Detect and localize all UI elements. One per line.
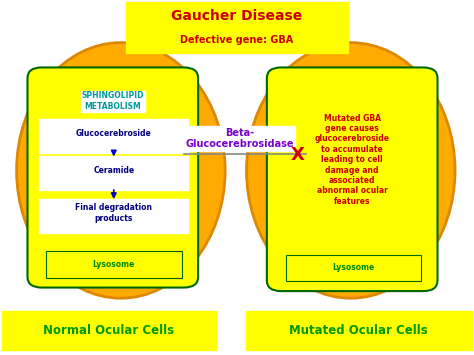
FancyBboxPatch shape bbox=[267, 67, 438, 291]
FancyBboxPatch shape bbox=[126, 2, 348, 53]
Text: Defective gene: GBA: Defective gene: GBA bbox=[181, 35, 293, 45]
FancyBboxPatch shape bbox=[27, 67, 198, 288]
Text: Normal Ocular Cells: Normal Ocular Cells bbox=[44, 324, 174, 337]
Text: Lysosome: Lysosome bbox=[92, 260, 135, 269]
Text: Mutated Ocular Cells: Mutated Ocular Cells bbox=[290, 324, 428, 337]
Text: Glucocerebroside: Glucocerebroside bbox=[76, 129, 152, 138]
Ellipse shape bbox=[17, 43, 225, 298]
FancyBboxPatch shape bbox=[46, 251, 182, 278]
FancyBboxPatch shape bbox=[246, 311, 472, 350]
FancyBboxPatch shape bbox=[39, 119, 188, 153]
FancyBboxPatch shape bbox=[39, 199, 188, 233]
FancyBboxPatch shape bbox=[39, 156, 188, 190]
Text: Ceramide: Ceramide bbox=[93, 166, 134, 175]
Text: Gaucher Disease: Gaucher Disease bbox=[172, 9, 302, 23]
Text: SPHINGOLIPID
METABOLISM: SPHINGOLIPID METABOLISM bbox=[82, 92, 144, 111]
FancyBboxPatch shape bbox=[286, 255, 421, 281]
Text: Beta-
Glucocerebrosidase: Beta- Glucocerebrosidase bbox=[185, 128, 293, 149]
Text: Lysosome: Lysosome bbox=[332, 263, 375, 272]
FancyBboxPatch shape bbox=[2, 311, 216, 350]
Text: Mutated GBA
gene causes
glucocerebroside
to accumulate
leading to cell
damage an: Mutated GBA gene causes glucocerebroside… bbox=[315, 114, 390, 206]
Text: Final degradation
products: Final degradation products bbox=[75, 203, 152, 223]
Text: X: X bbox=[291, 146, 305, 164]
Ellipse shape bbox=[246, 43, 455, 298]
